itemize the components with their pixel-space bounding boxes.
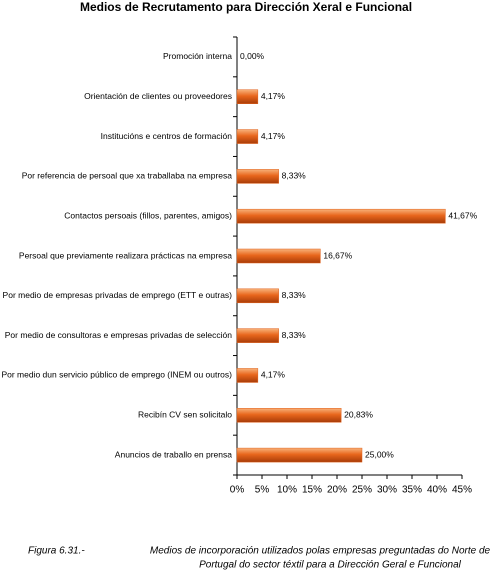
x-tick-label: 40% [427, 485, 447, 496]
x-tick-label: 15% [302, 485, 322, 496]
value-label: 25,00% [365, 449, 394, 459]
x-tick-label: 20% [327, 485, 347, 496]
value-label: 4,17% [261, 131, 286, 141]
category-label: Persoal que previamente realizara prácti… [19, 250, 232, 260]
x-tick-label: 10% [277, 485, 297, 496]
value-label: 0,00% [240, 51, 265, 61]
category-label: Orientación de clientes ou proveedores [84, 91, 232, 101]
x-tick-label: 25% [352, 485, 372, 496]
x-tick-label: 5% [255, 485, 270, 496]
category-label: Por medio dun servicio público de empreg… [1, 370, 232, 380]
x-tick-label: 30% [377, 485, 397, 496]
value-label: 4,17% [261, 91, 286, 101]
value-label: 16,67% [323, 250, 352, 260]
bar [236, 328, 279, 343]
value-label: 8,33% [282, 290, 307, 300]
value-label: 41,67% [448, 210, 477, 220]
bar [236, 89, 259, 104]
chart-title: Medios de Recrutamento para Dirección Xe… [80, 0, 412, 14]
caption-label: Figura 6.31.- [28, 546, 85, 557]
category-label: Por medio de consultoras e empresas priv… [5, 330, 233, 340]
value-label: 20,83% [344, 410, 373, 420]
x-tick-label: 45% [452, 485, 472, 496]
category-label: Contactos persoais (fillos, parentes, am… [64, 210, 232, 220]
bar [236, 208, 446, 224]
caption-line: Portugal do sector téxtil para a Direcci… [199, 560, 462, 571]
bar [236, 368, 259, 383]
category-label: Por medio de empresas privadas de empreg… [3, 290, 233, 300]
category-label: Promoción interna [163, 51, 232, 61]
category-label: Anuncios de traballo en prensa [115, 449, 232, 459]
bar [236, 248, 321, 264]
value-label: 8,33% [282, 330, 307, 340]
bar [236, 288, 279, 304]
category-label: Institucións e centros de formación [101, 131, 233, 141]
caption-line: Medios de incorporación utilizados polas… [150, 546, 491, 557]
x-tick-label: 35% [402, 485, 422, 496]
value-label: 8,33% [282, 171, 307, 181]
bar [236, 169, 279, 184]
bar [236, 129, 259, 144]
category-label: Por referencia de persoal que xa traball… [22, 171, 233, 181]
category-label: Recibín CV sen solicitalo [138, 410, 232, 420]
value-label: 4,17% [261, 370, 286, 380]
bar [236, 408, 342, 423]
bar [236, 447, 363, 463]
x-tick-label: 0% [230, 485, 245, 496]
